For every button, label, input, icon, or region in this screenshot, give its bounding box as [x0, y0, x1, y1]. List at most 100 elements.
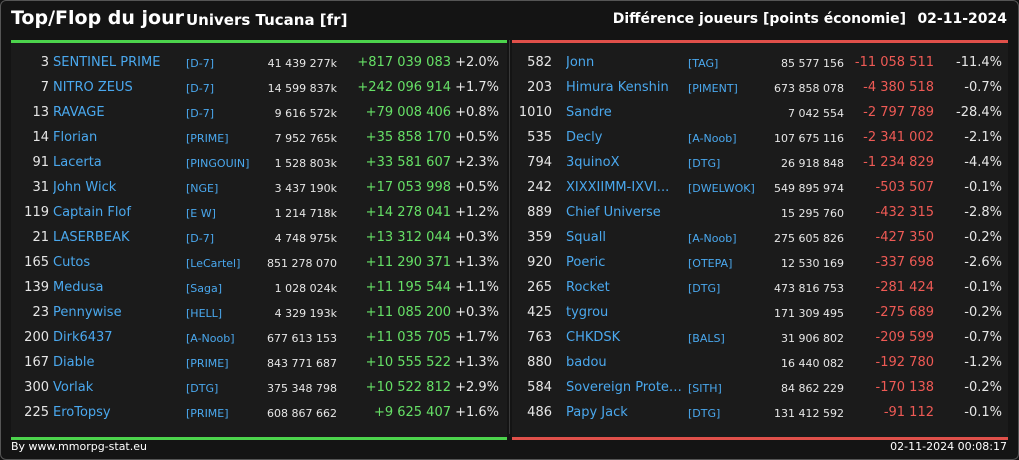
- player-points: 1 214 718k: [274, 207, 337, 220]
- alliance-tag-link[interactable]: [OTEPA]: [688, 257, 733, 270]
- list-item: 425 tygrou 171 309 495 -275 689 -0.2%: [512, 301, 1008, 326]
- points-difference: +9 625 407: [373, 405, 451, 420]
- alliance-tag-link[interactable]: [A-Noob]: [688, 132, 737, 145]
- points-difference: -2 341 002: [863, 130, 934, 145]
- player-points: 843 771 687: [267, 357, 337, 370]
- alliance-tag-link[interactable]: [SITH]: [688, 382, 722, 395]
- points-difference: -2 797 789: [863, 105, 934, 120]
- player-rank: 13: [32, 105, 49, 120]
- player-name-link[interactable]: Dirk6437: [53, 330, 113, 345]
- player-name-link[interactable]: SENTINEL PRIME: [53, 55, 161, 70]
- player-points: 7 042 554: [788, 107, 844, 120]
- alliance-tag-link[interactable]: [PRIME]: [186, 357, 229, 370]
- player-rank: 167: [24, 355, 49, 370]
- list-item: 21 LASERBEAK [D-7] 4 748 975k +13 312 044 +0.…: [11, 226, 507, 251]
- player-name-link[interactable]: Papy Jack: [566, 405, 628, 420]
- alliance-tag-link[interactable]: [BALS]: [688, 332, 725, 345]
- player-name-link[interactable]: 3quinoX: [566, 155, 620, 170]
- alliance-tag-link[interactable]: [DWELWOK]: [688, 182, 755, 195]
- player-points: 15 295 760: [781, 207, 844, 220]
- alliance-tag-link[interactable]: [Saga]: [186, 282, 223, 295]
- player-name-link[interactable]: RAVAGE: [53, 105, 105, 120]
- player-rank: 225: [24, 405, 49, 420]
- alliance-tag-link[interactable]: [DTG]: [688, 407, 721, 420]
- player-name-link[interactable]: badou: [566, 355, 607, 370]
- player-rank: 880: [527, 355, 552, 370]
- player-name-link[interactable]: Cutos: [53, 255, 91, 270]
- player-points: 84 862 229: [781, 382, 844, 395]
- player-rank: 582: [527, 55, 552, 70]
- alliance-tag-link[interactable]: [D-7]: [186, 107, 215, 120]
- alliance-tag-link[interactable]: [NGE]: [186, 182, 219, 195]
- player-name-link[interactable]: Florian: [53, 130, 98, 145]
- alliance-tag-link[interactable]: [D-7]: [186, 57, 215, 70]
- alliance-tag-link[interactable]: [DTG]: [186, 382, 219, 395]
- list-item: 13 RAVAGE [D-7] 9 616 572k +79 008 406 +0.8%: [11, 101, 507, 126]
- alliance-tag-link[interactable]: [HELL]: [186, 307, 223, 320]
- player-name-link[interactable]: Medusa: [53, 280, 104, 295]
- player-rank: 359: [527, 230, 552, 245]
- alliance-tag-link[interactable]: [LeCartel]: [186, 257, 241, 270]
- player-rank: 7: [40, 80, 49, 95]
- percent-change: +0.3%: [455, 305, 499, 320]
- player-name-link[interactable]: EroTopsy: [53, 405, 111, 420]
- alliance-tag-link[interactable]: [DTG]: [688, 282, 721, 295]
- player-name-link[interactable]: Sovereign Proteu...: [566, 380, 689, 395]
- player-name-link[interactable]: XIXXIIMM-IXVI...: [566, 180, 670, 195]
- player-name-link[interactable]: CHKDSK: [566, 330, 621, 345]
- player-name-link[interactable]: Pennywise: [53, 305, 122, 320]
- points-difference: -337 698: [875, 255, 934, 270]
- player-rank: 165: [24, 255, 49, 270]
- player-name-link[interactable]: John Wick: [53, 180, 117, 195]
- alliance-tag-link[interactable]: [PRIME]: [186, 407, 229, 420]
- alliance-tag-link[interactable]: [PRIME]: [186, 132, 229, 145]
- player-name-link[interactable]: NITRO ZEUS: [53, 80, 133, 95]
- alliance-tag-link[interactable]: [DTG]: [688, 157, 721, 170]
- player-rank: 265: [527, 280, 552, 295]
- alliance-tag-link[interactable]: [D-7]: [186, 232, 215, 245]
- alliance-tag-link[interactable]: [PINGOUIN]: [186, 157, 250, 170]
- player-points: 1 028 024k: [274, 282, 337, 295]
- alliance-tag-link[interactable]: [TAG]: [688, 57, 719, 70]
- player-name-link[interactable]: Diable: [53, 355, 95, 370]
- player-name-link[interactable]: Vorlak: [53, 380, 94, 395]
- points-difference: -170 138: [875, 380, 934, 395]
- player-name-link[interactable]: tygrou: [566, 305, 609, 320]
- player-name-link[interactable]: Lacerta: [53, 155, 102, 170]
- list-item: 794 3quinoX [DTG] 26 918 848 -1 234 829 -4.4%: [512, 151, 1008, 176]
- list-item: 880 badou 16 440 082 -192 780 -1.2%: [512, 351, 1008, 376]
- player-rank: 119: [24, 205, 49, 220]
- points-difference: -427 350: [875, 230, 934, 245]
- player-name-link[interactable]: Sandre: [566, 105, 612, 120]
- list-item: 584 Sovereign Proteu... [SITH] 84 862 229 -1…: [512, 376, 1008, 401]
- alliance-tag-link[interactable]: [PIMENT]: [688, 82, 738, 95]
- list-item: 165 Cutos [LeCartel] 851 278 070 +11 290 371…: [11, 251, 507, 276]
- player-rank: 139: [24, 280, 49, 295]
- player-name-link[interactable]: Jonn: [566, 55, 595, 70]
- list-item: 242 XIXXIIMM-IXVI... [DWELWOK] 549 895 974 -…: [512, 176, 1008, 201]
- list-item: 889 Chief Universe 15 295 760 -432 315 -2.8%: [512, 201, 1008, 226]
- alliance-tag-link[interactable]: [A-Noob]: [186, 332, 235, 345]
- player-name-link[interactable]: Rocket: [566, 280, 610, 295]
- alliance-tag-link[interactable]: [A-Noob]: [688, 232, 737, 245]
- alliance-tag-link[interactable]: [D-7]: [186, 82, 215, 95]
- player-name-link[interactable]: Poeric: [566, 255, 606, 270]
- flop-list: 582 Jonn [TAG] 85 577 156 -11 058 511 -11.4% 2…: [512, 51, 1008, 426]
- player-name-link[interactable]: LASERBEAK: [53, 230, 130, 245]
- points-difference: -4 380 518: [863, 80, 934, 95]
- player-name-link[interactable]: Captain Flof: [53, 205, 131, 220]
- list-item: 763 CHKDSK [BALS] 31 906 802 -209 599 -0.7%: [512, 326, 1008, 351]
- points-difference: +14 278 041: [365, 205, 451, 220]
- player-rank: 242: [527, 180, 552, 195]
- player-name-link[interactable]: Squall: [566, 230, 606, 245]
- player-rank: 31: [32, 180, 49, 195]
- player-name-link[interactable]: Chief Universe: [566, 205, 661, 220]
- page-title: Top/Flop du jour: [11, 7, 184, 29]
- list-item: 203 Himura Kenshin [PIMENT] 673 858 078 -4 3…: [512, 76, 1008, 101]
- alliance-tag-link[interactable]: [E W]: [186, 207, 216, 220]
- player-name-link[interactable]: Himura Kenshin: [566, 80, 669, 95]
- player-name-link[interactable]: Decly: [566, 130, 603, 145]
- player-points: 608 867 662: [267, 407, 337, 420]
- player-points: 12 530 169: [781, 257, 844, 270]
- points-difference: +11 035 705: [365, 330, 451, 345]
